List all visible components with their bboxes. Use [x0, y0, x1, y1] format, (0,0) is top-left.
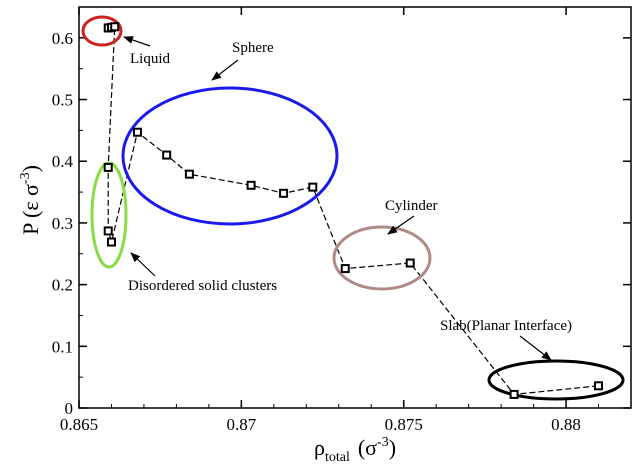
series-line: [107, 25, 599, 396]
plot-area-frame: [78, 6, 632, 409]
x-axis-label-superscript: -3: [377, 435, 389, 450]
ellipse-liquid: [81, 15, 123, 47]
x-axis-ticks: 0.865 0.87 0.875 0.88: [60, 7, 600, 434]
y-tick-label: 0: [65, 399, 74, 418]
y-axis-label: P (ε σ-3): [18, 165, 43, 235]
ellipse-cylinder: [332, 225, 432, 291]
data-point: [162, 150, 172, 160]
y-tick-label: 0.6: [52, 29, 73, 48]
y-tick-label: 0.5: [52, 91, 73, 110]
y-tick-label: 0.4: [52, 152, 74, 171]
data-point: [594, 381, 604, 391]
x-tick-label: 0.875: [385, 415, 423, 434]
annotation-arrow-sphere: [211, 59, 239, 81]
series-line-group: [107, 25, 599, 396]
annotations: Liquid Sphere Disordered solid clusters …: [123, 36, 572, 361]
data-point: [308, 182, 318, 192]
x-tick-label: 0.88: [551, 415, 581, 434]
data-point: [405, 258, 415, 268]
annotation-arrow-slab: [519, 335, 552, 361]
annotation-slab: Slab(Planar Interface): [440, 318, 572, 334]
y-axis-ticks: 0 0.1 0.2 0.3 0.4 0.5 0.6: [52, 6, 631, 418]
ellipse-disordered: [90, 161, 128, 269]
y-tick-label: 0.3: [52, 214, 73, 233]
data-point: [246, 180, 256, 190]
annotation-arrow-cylinder: [387, 215, 415, 235]
data-point: [132, 127, 142, 137]
x-tick-label: 0.87: [226, 415, 256, 434]
data-point: [103, 162, 113, 172]
data-point: [509, 389, 519, 399]
annotation-disordered: Disordered solid clusters: [128, 278, 277, 294]
data-point: [106, 237, 116, 247]
data-point: [279, 188, 289, 198]
data-markers: [103, 22, 604, 399]
y-tick-label: 0.1: [52, 337, 73, 356]
annotation-arrow-liquid: [123, 36, 151, 47]
y-tick-label: 0.2: [52, 276, 73, 295]
data-point: [340, 264, 350, 274]
data-point: [103, 226, 113, 236]
data-point: [184, 169, 194, 179]
annotation-arrow-disordered: [130, 252, 156, 277]
annotation-sphere: Sphere: [232, 40, 274, 56]
x-axis-label-subscript: total: [325, 450, 350, 465]
annotation-liquid: Liquid: [130, 51, 170, 67]
x-tick-label: 0.865: [60, 415, 98, 434]
y-axis-label-superscript: -3: [18, 172, 33, 184]
x-axis-label: ρtotal (σ-3): [314, 435, 396, 465]
ellipse-sphere: [121, 86, 339, 226]
data-point: [110, 22, 120, 32]
annotation-cylinder: Cylinder: [385, 198, 438, 214]
region-ellipses: [81, 15, 625, 401]
ellipse-slab: [487, 359, 625, 401]
